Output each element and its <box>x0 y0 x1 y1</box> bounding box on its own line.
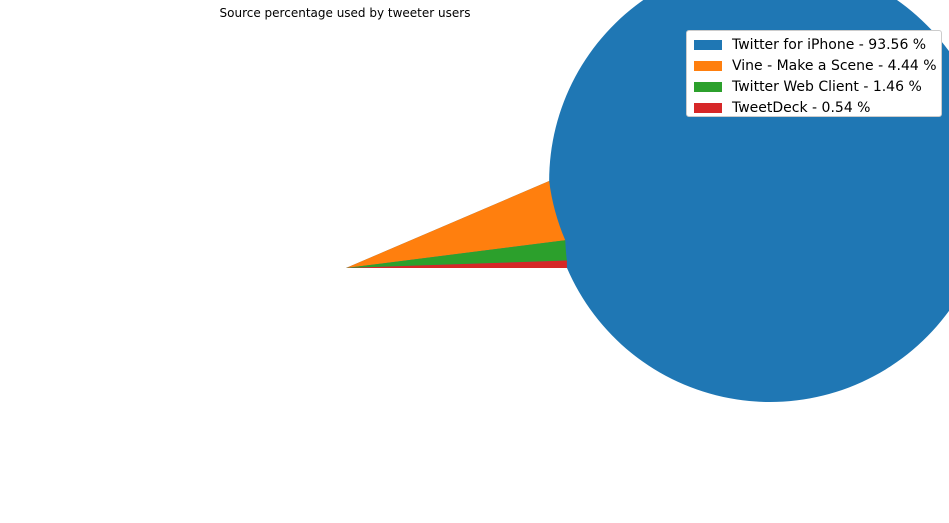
legend-swatch <box>694 60 722 71</box>
legend-label: Vine - Make a Scene - 4.44 % <box>732 57 937 74</box>
legend-item-vine: Vine - Make a Scene - 4.44 % <box>694 55 941 76</box>
legend-label: TweetDeck - 0.54 % <box>732 99 871 116</box>
legend-swatch <box>694 102 722 113</box>
legend-item-web-client: Twitter Web Client - 1.46 % <box>694 76 941 97</box>
legend-swatch <box>694 81 722 92</box>
legend: Twitter for iPhone - 93.56 % Vine - Make… <box>686 30 942 117</box>
legend-item-tweetdeck: TweetDeck - 0.54 % <box>694 97 941 118</box>
pie-slice-1 <box>346 180 566 268</box>
legend-label: Twitter Web Client - 1.46 % <box>732 78 922 95</box>
legend-swatch <box>694 39 722 50</box>
pie-slice-2 <box>346 240 567 268</box>
pie-slice-3 <box>346 260 567 268</box>
legend-label: Twitter for iPhone - 93.56 % <box>732 36 927 53</box>
legend-item-iphone: Twitter for iPhone - 93.56 % <box>694 34 941 55</box>
chart-title: Source percentage used by tweeter users <box>220 6 471 20</box>
